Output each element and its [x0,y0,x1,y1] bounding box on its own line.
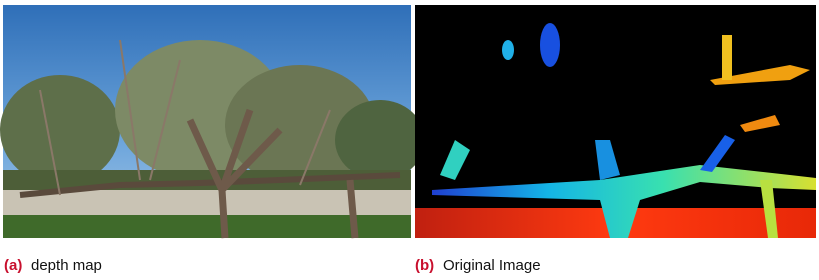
panel-label: (b) [415,257,434,274]
page: {"figure": {"panels": [ {"label": "(a)",… [0,0,819,280]
figure: (a) depth map (b) Original Image [0,0,819,280]
depth-panel [415,5,816,238]
panel-caption: depth map [31,257,102,274]
photo-panel [0,5,425,238]
panel-caption: Original Image [443,257,541,274]
panel-label: (a) [4,257,22,274]
